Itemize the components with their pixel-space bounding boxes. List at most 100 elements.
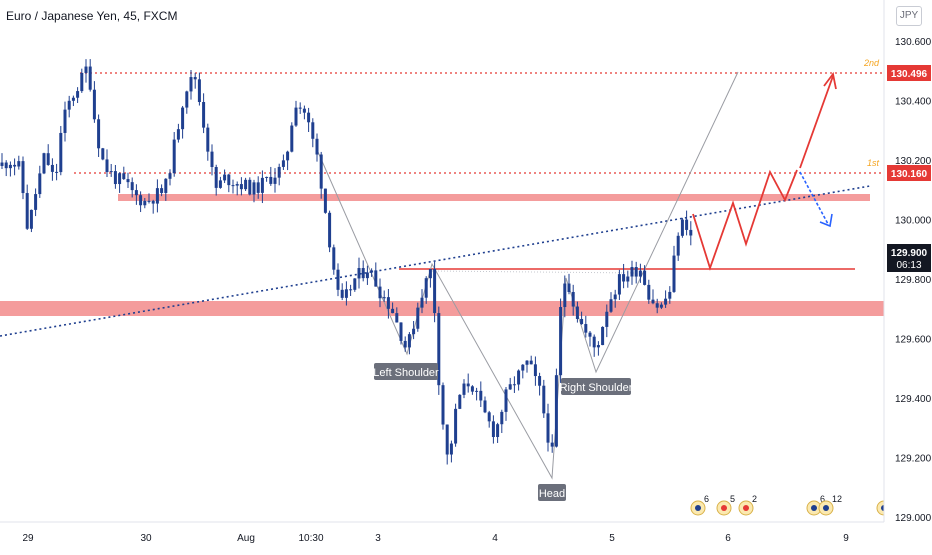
candle xyxy=(634,261,638,284)
trendline xyxy=(0,185,871,337)
candle-body xyxy=(80,72,84,92)
economic-event-icon: 6 xyxy=(690,494,709,516)
candle-body xyxy=(596,345,600,348)
candle-body xyxy=(647,284,651,300)
candle xyxy=(88,59,92,92)
candle-body xyxy=(689,229,693,236)
candle xyxy=(353,278,357,292)
candle xyxy=(210,144,214,176)
candle-body xyxy=(218,180,222,188)
candle-body xyxy=(189,77,193,92)
candle xyxy=(323,188,327,214)
candle-body xyxy=(139,195,143,206)
candle xyxy=(622,263,626,289)
candle-body xyxy=(181,107,185,130)
price-tick-label: 130.000 xyxy=(895,216,932,227)
candle-body xyxy=(164,178,168,193)
candle xyxy=(659,302,663,310)
candle-body xyxy=(256,182,260,193)
candle-body xyxy=(13,164,17,167)
candle xyxy=(67,95,71,118)
candle xyxy=(664,290,668,308)
candle xyxy=(428,268,432,288)
candle xyxy=(424,276,428,304)
candle-body xyxy=(613,294,617,300)
candle xyxy=(311,118,315,148)
candle xyxy=(231,179,235,194)
candle xyxy=(584,315,588,338)
candle-body xyxy=(475,390,479,392)
candle xyxy=(412,320,416,340)
candle-body xyxy=(252,182,256,195)
candle xyxy=(84,59,88,83)
candle-body xyxy=(298,107,302,109)
candle xyxy=(147,193,151,204)
candle xyxy=(399,322,403,345)
candle xyxy=(92,81,96,123)
candle-body xyxy=(151,200,155,204)
candle-body xyxy=(176,129,180,140)
candle xyxy=(76,87,80,104)
candle-body xyxy=(8,164,12,169)
candle-body xyxy=(143,200,147,206)
price-tick-label: 130.600 xyxy=(895,37,932,48)
candle-body xyxy=(71,97,75,101)
candle-body xyxy=(655,303,659,308)
candle xyxy=(508,377,512,390)
candle xyxy=(244,177,248,192)
candle-body xyxy=(529,360,533,365)
candle-body xyxy=(643,270,647,285)
candle xyxy=(71,95,75,107)
candle-body xyxy=(546,413,550,443)
candle-body xyxy=(185,91,189,108)
candle xyxy=(0,153,4,170)
candle-body xyxy=(46,153,50,165)
candle xyxy=(273,168,277,193)
candle xyxy=(197,72,201,106)
candle-body xyxy=(290,125,294,152)
event-icon-dot xyxy=(695,505,701,511)
candle-body xyxy=(63,109,67,133)
candle xyxy=(382,290,386,302)
candle xyxy=(50,158,54,181)
candle-body xyxy=(214,167,218,188)
candle xyxy=(374,262,378,287)
projection-arrowhead-down xyxy=(819,213,833,228)
candle xyxy=(575,301,579,323)
candle xyxy=(605,304,609,338)
candle xyxy=(462,379,466,399)
candle xyxy=(563,275,567,318)
candle-body xyxy=(227,174,231,186)
candle-body xyxy=(202,102,206,128)
candle-body xyxy=(353,278,357,290)
candle xyxy=(277,163,281,186)
candle xyxy=(613,289,617,308)
candle xyxy=(202,93,206,134)
candle-body xyxy=(533,364,537,377)
pattern-outline xyxy=(317,71,739,480)
candle-body xyxy=(449,443,453,455)
candle xyxy=(118,172,122,193)
candle xyxy=(680,217,684,238)
candle-body xyxy=(210,151,214,168)
candle-body xyxy=(601,326,605,346)
candle-body xyxy=(592,336,596,348)
currency-badge[interactable]: JPY xyxy=(896,6,922,26)
candle xyxy=(546,403,550,452)
candle xyxy=(17,155,21,170)
candle-body xyxy=(42,153,46,174)
candle-body xyxy=(92,89,96,120)
candle-body xyxy=(441,385,445,425)
badge-bg xyxy=(887,244,931,272)
candle xyxy=(252,179,256,203)
candle-body xyxy=(34,194,38,210)
candle xyxy=(638,263,642,283)
time-tick-label: 29 xyxy=(22,533,34,544)
candle-body xyxy=(559,307,563,376)
candle xyxy=(281,154,285,170)
event-icon-count: 5 xyxy=(730,494,735,504)
candle-body xyxy=(605,311,609,327)
candle xyxy=(223,169,227,184)
candle-body xyxy=(567,283,571,292)
